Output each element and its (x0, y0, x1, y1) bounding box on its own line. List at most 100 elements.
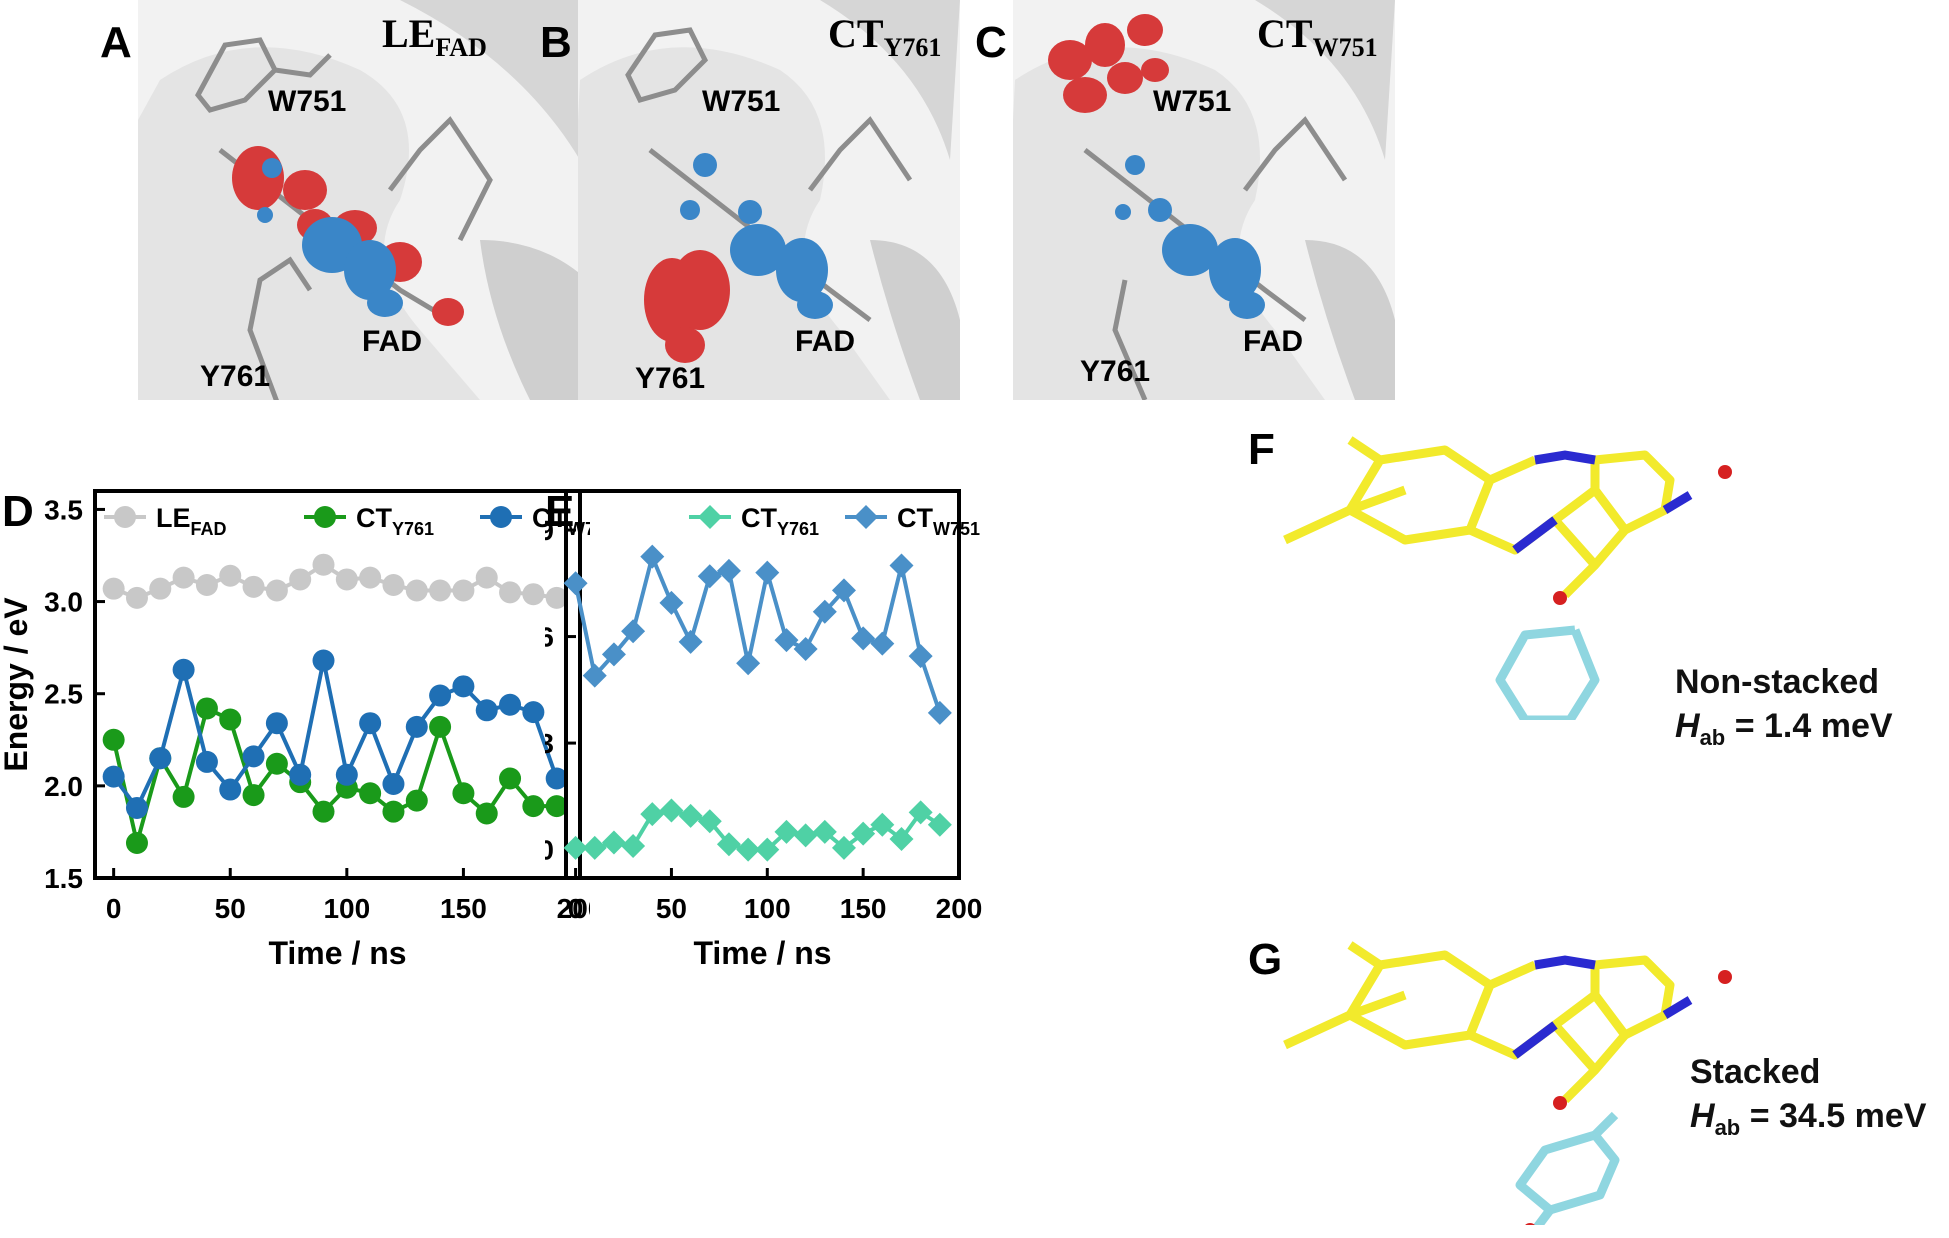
data-point (640, 802, 665, 827)
data-point (697, 564, 722, 589)
data-point (582, 663, 607, 688)
data-point (265, 712, 288, 735)
data-point (755, 560, 780, 585)
data-point (405, 789, 428, 812)
data-point (452, 782, 475, 805)
coupling-value-g: Hab = 34.5 meV (1690, 1094, 1926, 1150)
hab-sub-g: ab (1714, 1114, 1741, 1140)
x-tick-label: 150 (840, 893, 887, 924)
x-tick-label: 200 (557, 893, 590, 924)
y-tick-label: 3.5 (44, 494, 83, 525)
data-point (774, 628, 799, 653)
data-point (289, 763, 312, 786)
hab-note-g: Stacked Hab = 34.5 meV (1690, 1050, 1926, 1150)
data-point (831, 578, 856, 603)
data-point (219, 708, 242, 731)
data-point (851, 626, 876, 651)
data-point (312, 553, 335, 576)
legend-marker (114, 506, 136, 528)
data-point (831, 835, 856, 860)
residue-label-y761-a: Y761 (200, 360, 271, 393)
panel-letter-g: G (1248, 935, 1283, 984)
data-point (908, 800, 933, 825)
data-point (405, 715, 428, 738)
residue-label-fad-b: FAD (795, 325, 855, 358)
x-axis-label: Time / ns (693, 935, 831, 971)
state-title-c: CTW751 (1257, 10, 1378, 63)
x-axis-label: Time / ns (268, 935, 406, 971)
legend-label: LEFAD (156, 503, 227, 539)
data-point (335, 568, 358, 591)
data-point (475, 802, 498, 825)
hab-note-f: Non-stacked Hab = 1.4 meV (1675, 660, 1893, 760)
data-point (359, 712, 382, 735)
orbital-lobes-c (1048, 14, 1265, 319)
data-point (475, 699, 498, 722)
x-tick-label: 100 (744, 893, 791, 924)
data-point (382, 573, 405, 596)
data-point (125, 796, 148, 819)
data-point (149, 747, 172, 770)
x-tick-label: 50 (656, 893, 687, 924)
data-point (382, 773, 405, 796)
data-point (289, 568, 312, 591)
data-point (659, 798, 684, 823)
data-point (621, 619, 646, 644)
hab-symbol-g: H (1690, 1097, 1715, 1135)
data-point (678, 803, 703, 828)
x-tick-label: 0 (568, 893, 584, 924)
data-point (102, 765, 125, 788)
x-tick-label: 0 (106, 893, 122, 924)
data-point (870, 631, 895, 656)
legend-label: CTY761 (741, 503, 819, 539)
plot-frame (564, 489, 961, 880)
data-point (736, 837, 761, 862)
panel-letter-e: E (545, 487, 575, 536)
state-title-c-sub: W751 (1312, 33, 1378, 62)
data-point (499, 767, 522, 790)
data-point (359, 782, 382, 805)
data-point (312, 800, 335, 823)
data-point (522, 701, 545, 724)
legend-marker (490, 506, 512, 528)
data-point (312, 649, 335, 672)
y-axis-label: Energy / eV (0, 597, 34, 772)
data-point (429, 715, 452, 738)
orbital-lobes-a (232, 146, 464, 326)
x-tick-label: 200 (936, 893, 983, 924)
legend-label: CTW751 (897, 503, 980, 539)
data-point (172, 566, 195, 589)
data-point (640, 544, 665, 569)
panel-letter-a: A (100, 18, 132, 67)
y-tick-label: 3 (545, 728, 554, 759)
data-point (359, 566, 382, 589)
data-point (736, 651, 761, 676)
data-point (755, 837, 780, 862)
orbital-lobes-b (644, 153, 833, 363)
legend-marker (698, 505, 722, 529)
y-tick-label: 1.5 (44, 863, 83, 894)
panel-letter-f: F (1248, 425, 1275, 474)
data-point (499, 693, 522, 716)
data-point (889, 826, 914, 851)
state-title-a-sub: FAD (435, 33, 487, 62)
y-tick-label: 0 (545, 835, 554, 866)
data-point (172, 658, 195, 681)
hab-sub-f: ab (1699, 724, 1726, 750)
structure-image-f (1283, 436, 1732, 720)
residue-label-fad-a: FAD (362, 325, 422, 358)
data-point (382, 800, 405, 823)
data-point (499, 581, 522, 604)
data-point (697, 809, 722, 834)
state-title-b: CTY761 (828, 10, 941, 63)
data-point (601, 830, 626, 855)
data-point (195, 573, 218, 596)
data-point (102, 577, 125, 600)
orbital-image-c (1013, 0, 1395, 400)
state-title-c-main: CT (1257, 11, 1313, 56)
data-point (870, 812, 895, 837)
data-point (242, 784, 265, 807)
data-point (219, 778, 242, 801)
data-point (563, 835, 588, 860)
